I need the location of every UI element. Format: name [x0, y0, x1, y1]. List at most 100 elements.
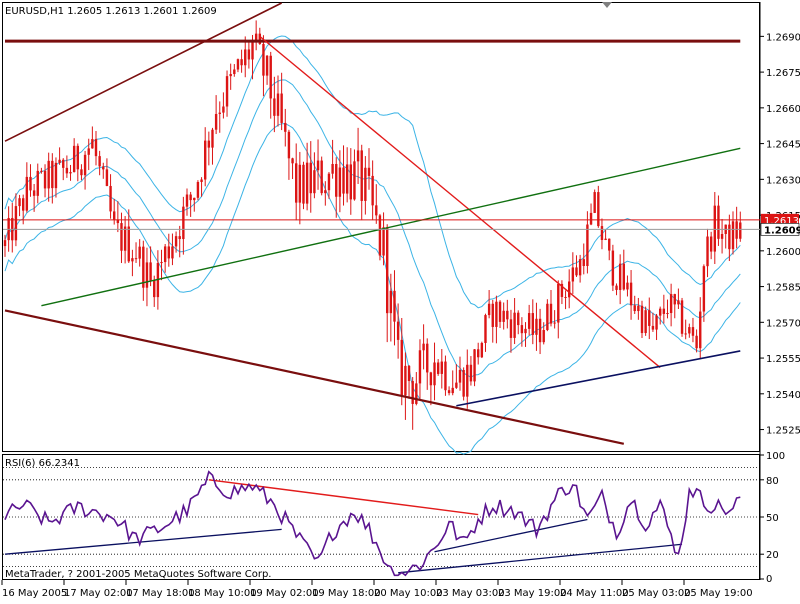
candle-body	[153, 280, 156, 298]
candle-body	[491, 303, 494, 327]
candle-body	[36, 170, 39, 196]
candle-body	[123, 226, 127, 251]
candle	[393, 270, 396, 346]
candle-body	[575, 267, 578, 276]
candle	[629, 270, 633, 320]
candle-body	[302, 164, 305, 204]
upper-channel-line	[4, 2, 282, 142]
candle-body	[40, 170, 43, 172]
candle-body	[229, 74, 232, 77]
candle-body	[353, 161, 356, 200]
candle-body	[295, 163, 298, 203]
bollinger-upper-band	[4, 35, 741, 309]
green-channel-line	[41, 147, 741, 307]
candle	[509, 309, 513, 353]
candle	[626, 275, 629, 297]
candle	[345, 147, 349, 203]
candle	[575, 255, 578, 277]
candle-body	[535, 318, 538, 335]
candle-body	[65, 167, 69, 174]
price-tick-label: 1.2660	[766, 104, 800, 115]
candle-body	[200, 179, 203, 183]
candle-body	[91, 139, 94, 149]
candle-body	[429, 372, 433, 386]
candle	[724, 224, 727, 249]
rsi-tick-label: 50	[766, 513, 779, 524]
candle	[91, 126, 94, 149]
candle	[593, 189, 596, 214]
candle-body	[571, 267, 575, 282]
candle	[520, 317, 524, 347]
candle-body	[345, 164, 349, 194]
candle	[109, 174, 112, 219]
candle-body	[276, 93, 280, 116]
candle-body	[662, 308, 666, 314]
candle-body	[324, 190, 327, 194]
rsi-pane	[3, 466, 760, 577]
candle	[80, 164, 83, 181]
rsi-series-line	[4, 470, 741, 577]
candle-body	[502, 310, 505, 322]
candle-body	[655, 315, 658, 330]
candle	[276, 75, 280, 127]
price-tick-label: 1.2555	[766, 354, 800, 365]
candle-body	[320, 160, 323, 194]
price-tick-label: 1.2675	[766, 68, 800, 79]
candle-body	[669, 294, 673, 314]
candle-body	[644, 310, 647, 334]
chart-shift-marker-icon[interactable]	[602, 2, 612, 8]
candle-body	[684, 333, 687, 335]
price-tick-label: 1.2645	[766, 140, 800, 151]
candle	[535, 302, 538, 351]
candle	[502, 302, 505, 330]
candle-body	[160, 262, 163, 264]
candle-body	[342, 167, 345, 194]
candle	[356, 127, 360, 184]
candle	[644, 306, 647, 336]
candle	[695, 329, 698, 353]
candle-body	[134, 258, 138, 260]
candle-body	[72, 145, 76, 173]
candle-body	[553, 322, 556, 324]
candle	[40, 167, 43, 174]
candle	[291, 157, 294, 180]
candle-body	[244, 49, 247, 66]
candle-body	[462, 369, 465, 397]
candle-body	[586, 224, 589, 267]
candle	[586, 211, 589, 274]
candle	[298, 151, 302, 225]
candle	[648, 297, 651, 340]
candle	[731, 211, 735, 255]
candle-body	[436, 362, 440, 374]
candle-body	[189, 194, 192, 201]
candle-body	[291, 158, 294, 164]
price-tick-label: 1.2525	[766, 426, 800, 437]
candle	[305, 142, 309, 211]
candle	[3, 234, 7, 257]
candle	[564, 290, 567, 310]
candle-body	[273, 98, 276, 116]
candle-body	[659, 308, 662, 316]
candle	[11, 202, 14, 253]
candle	[316, 139, 320, 190]
candle	[353, 149, 356, 201]
candle	[47, 152, 50, 202]
candle-body	[393, 290, 396, 322]
candle	[360, 144, 363, 221]
candle	[174, 231, 178, 253]
candle-body	[171, 246, 174, 259]
candle-body	[458, 369, 462, 383]
candle-body	[648, 310, 651, 326]
candle-body	[440, 361, 443, 374]
candle	[411, 377, 414, 430]
candle-body	[258, 33, 261, 44]
candle-body	[251, 41, 254, 60]
rsi-support-line-3	[398, 543, 683, 574]
candle-body	[618, 263, 622, 290]
candle	[236, 58, 240, 73]
current-price-label: 1.2609	[764, 225, 800, 236]
rsi-title: RSI(6) 66.2341	[5, 458, 80, 469]
candle	[189, 191, 192, 217]
candle	[633, 295, 636, 314]
downtrend-line	[259, 35, 661, 369]
